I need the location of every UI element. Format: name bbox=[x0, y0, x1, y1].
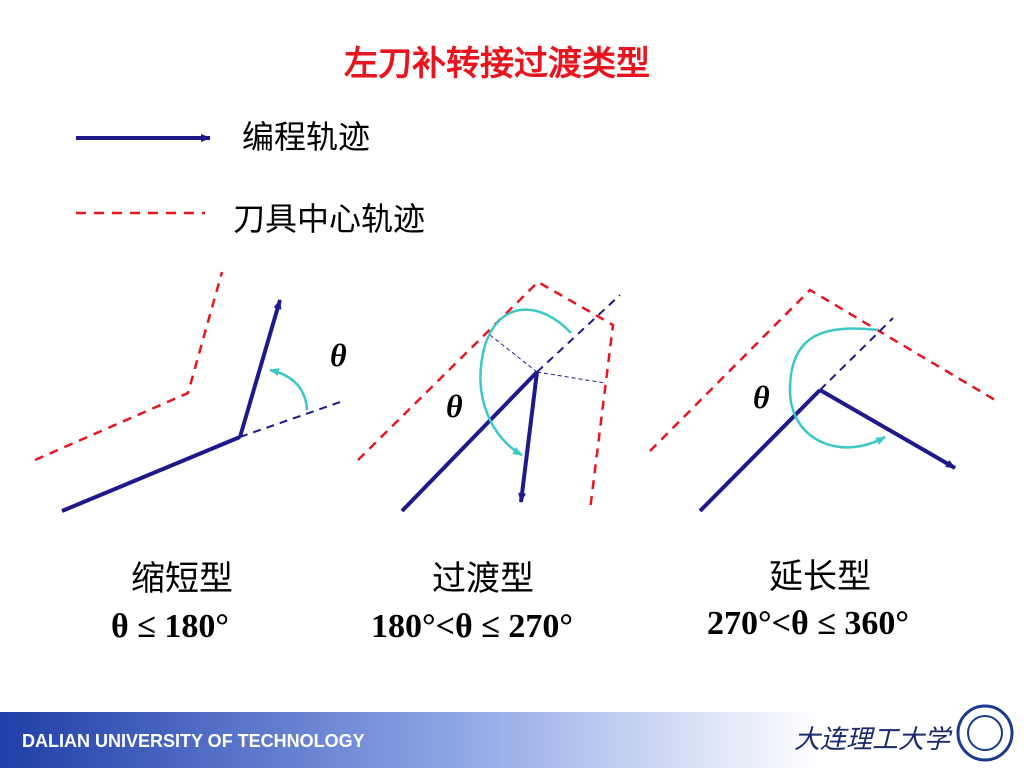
tool-path bbox=[649, 288, 996, 452]
path bbox=[400, 370, 539, 513]
extension bbox=[239, 400, 344, 438]
condition: 180°<θ ≤ 270° bbox=[371, 608, 573, 645]
tool-path bbox=[34, 271, 224, 462]
normal bbox=[536, 371, 606, 384]
type-name: 过渡型 bbox=[432, 559, 534, 599]
angle-arc bbox=[479, 308, 572, 457]
path bbox=[818, 388, 957, 470]
angle-label: θ bbox=[753, 379, 770, 415]
path bbox=[61, 435, 241, 513]
diagram-extend bbox=[649, 288, 996, 513]
diagram-shorten bbox=[34, 271, 344, 513]
angle-label: θ bbox=[446, 388, 463, 424]
angle-arc bbox=[788, 327, 886, 449]
condition: 270°<θ ≤ 360° bbox=[707, 605, 909, 642]
logo-text: 大连理工大学 bbox=[794, 725, 953, 755]
diagram-transition bbox=[357, 280, 621, 513]
condition: θ ≤ 180° bbox=[111, 608, 229, 645]
legend-label: 刀具中心轨迹 bbox=[233, 200, 425, 238]
legend-label: 编程轨迹 bbox=[242, 118, 370, 156]
footer-bar bbox=[0, 712, 1024, 768]
logo-seal bbox=[967, 715, 1003, 751]
logo-seal bbox=[956, 704, 1014, 762]
type-name: 缩短型 bbox=[131, 559, 233, 599]
title: 左刀补转接过渡类型 bbox=[344, 44, 650, 84]
angle-arc bbox=[269, 368, 309, 411]
angle-label: θ bbox=[330, 337, 347, 373]
normal bbox=[489, 334, 538, 373]
footer-text: DALIAN UNIVERSITY OF TECHNOLOGY bbox=[22, 731, 365, 751]
type-name: 延长型 bbox=[769, 557, 871, 597]
path bbox=[518, 371, 539, 503]
extension bbox=[536, 294, 621, 373]
path bbox=[238, 299, 282, 438]
tool-path bbox=[357, 280, 615, 511]
extension bbox=[819, 317, 894, 391]
path bbox=[698, 388, 822, 513]
